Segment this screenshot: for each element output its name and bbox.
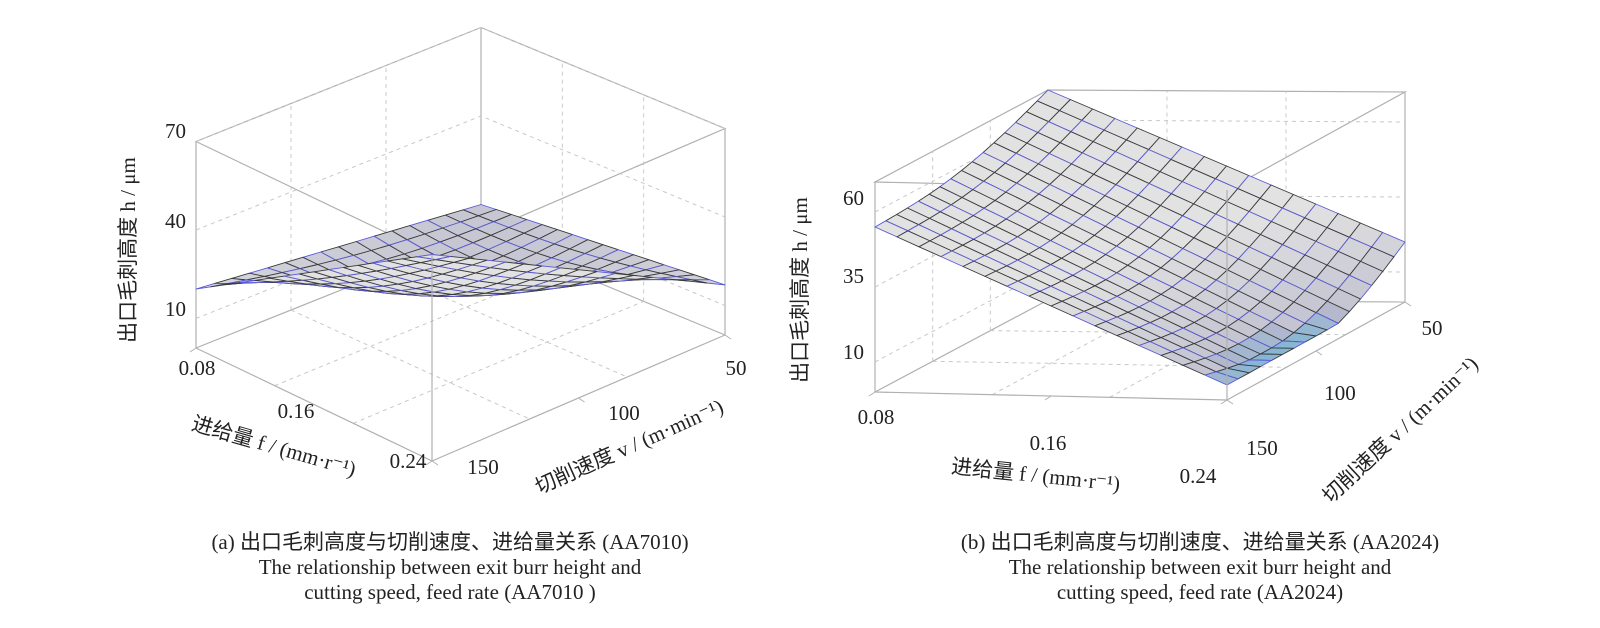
tick-mark bbox=[1044, 395, 1052, 401]
chart-b-x-tick: 0.08 bbox=[858, 405, 895, 429]
chart-b-y-tick: 100 bbox=[1324, 381, 1356, 405]
chart-b-x-label: 进给量 f / (mm·r⁻¹) bbox=[950, 454, 1121, 496]
chart-a: 70 40 10 出口毛刺高度 h / μm 0.08 0.16 0.24 进给… bbox=[116, 26, 747, 499]
grid-line bbox=[195, 115, 726, 231]
chart-a-front-box bbox=[189, 254, 732, 466]
tick-mark bbox=[307, 404, 315, 409]
tick-mark bbox=[578, 397, 585, 403]
grid-line bbox=[932, 360, 1287, 368]
caption-b-cn: (b) 出口毛刺高度与切削速度、进给量关系 (AA2024) bbox=[960, 530, 1440, 554]
tick-mark bbox=[724, 334, 732, 340]
chart-a-z-tick: 40 bbox=[165, 209, 186, 233]
caption-a-en-line1: The relationship between exit burr heigh… bbox=[258, 555, 642, 579]
chart-b-x-tick: 0.16 bbox=[1030, 431, 1067, 455]
chart-a-x-tick: 0.24 bbox=[390, 449, 427, 473]
chart-a-x-tick: 0.16 bbox=[278, 399, 315, 423]
grid-line bbox=[992, 300, 1168, 396]
chart-b-y-tick: 150 bbox=[1246, 436, 1278, 460]
tick-mark bbox=[425, 460, 433, 466]
tick-mark bbox=[1226, 399, 1234, 405]
chart-b-z-tick: 35 bbox=[843, 264, 864, 288]
caption-b-en-line2: cutting speed, feed rate (AA2024) bbox=[1056, 580, 1344, 604]
chart-b-surface bbox=[874, 89, 1406, 386]
chart-b-front-box bbox=[868, 190, 1412, 405]
tick-mark bbox=[1220, 399, 1228, 405]
tick-mark bbox=[1315, 350, 1323, 356]
tick-mark bbox=[189, 347, 197, 353]
chart-b: 60 35 10 出口毛刺高度 h / μm 0.08 0.16 0.24 进给… bbox=[788, 89, 1483, 508]
chart-a-z-tick: 10 bbox=[165, 297, 186, 321]
chart-a-y-tick: 150 bbox=[467, 455, 499, 479]
chart-b-y-tick: 50 bbox=[1422, 316, 1443, 340]
chart-a-y-tick: 100 bbox=[608, 401, 640, 425]
box-edge bbox=[874, 299, 1049, 393]
tick-mark bbox=[1404, 301, 1412, 307]
caption-a: (a) 出口毛刺高度与切削速度、进给量关系 (AA7010) The relat… bbox=[100, 530, 800, 605]
chart-a-surface bbox=[195, 204, 726, 298]
grid-line bbox=[195, 26, 726, 142]
chart-b-y-label: 切削速度 v / (m·min⁻¹) bbox=[1318, 352, 1483, 508]
chart-a-z-label: 出口毛刺高度 h / μm bbox=[116, 157, 140, 343]
chart-b-z-label: 出口毛刺高度 h / μm bbox=[788, 197, 812, 383]
tick-mark bbox=[431, 460, 439, 466]
caption-a-cn: (a) 出口毛刺高度与切削速度、进给量关系 (AA7010) bbox=[211, 530, 689, 554]
grid-line bbox=[353, 300, 644, 424]
chart-b-z-tick: 60 bbox=[843, 186, 864, 210]
caption-b-en-line1: The relationship between exit burr heigh… bbox=[1008, 555, 1392, 579]
chart-a-y-tick: 50 bbox=[726, 356, 747, 380]
chart-a-z-tick: 70 bbox=[165, 119, 186, 143]
chart-b-z-tick: 10 bbox=[843, 340, 864, 364]
chart-a-x-tick: 0.08 bbox=[179, 356, 216, 380]
chart-b-x-tick: 0.24 bbox=[1180, 464, 1217, 488]
tick-mark bbox=[868, 391, 876, 397]
chart-a-x-label: 进给量 f / (mm·r⁻¹) bbox=[189, 411, 359, 481]
grid-line bbox=[1109, 300, 1287, 398]
caption-a-en-line2: cutting speed, feed rate (AA7010 ) bbox=[304, 580, 596, 604]
caption-b: (b) 出口毛刺高度与切削速度、进给量关系 (AA2024) The relat… bbox=[850, 530, 1550, 605]
grid-line bbox=[290, 309, 530, 420]
